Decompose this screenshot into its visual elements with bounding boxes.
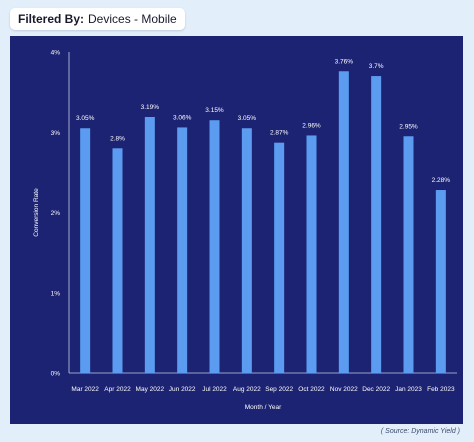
x-tick-label: Feb 2023 xyxy=(427,386,455,393)
bar-value-label: 3.15% xyxy=(205,107,224,114)
bar xyxy=(274,142,285,373)
bar-chart: 0%1%2%3%4% 3.05%2.8%3.19%3.06%3.15%3.05%… xyxy=(33,50,457,411)
bar-value-label: 3.05% xyxy=(238,115,257,122)
bar xyxy=(371,76,382,373)
chart-panel: 0% 1% 2% 3% 4% 3.05% 2.8% 3.19% 3.06% 3.15% 3.05%… xyxy=(10,36,463,424)
bar xyxy=(112,148,123,373)
bar-data-labels: 3.05% 2.8% 3.19% 3.06% 3.15% 3.05% 2.87% 2.96% 3… xyxy=(76,58,450,184)
x-axis-ticks: Mar 2022 Apr 2022 May 2022 Jun 2022 Jul 2022… xyxy=(71,386,455,393)
bar-value-label: 3.76% xyxy=(335,58,354,65)
source-note: ( Source: Dynamic Yield ) xyxy=(380,428,460,435)
bar xyxy=(435,190,446,373)
bar-value-label: 3.7% xyxy=(369,63,384,70)
bar xyxy=(144,117,155,373)
bar xyxy=(338,71,349,373)
y-tick-label: 4% xyxy=(51,50,61,57)
x-axis-title: Month / Year xyxy=(245,404,282,411)
bar-value-label: 3.06% xyxy=(173,114,192,121)
filter-label: Filtered By: xyxy=(18,12,85,26)
bar xyxy=(177,127,188,373)
bar xyxy=(306,135,317,373)
x-tick-label: Mar 2022 xyxy=(71,386,99,393)
x-tick-label: Jul 2022 xyxy=(202,386,227,393)
bar xyxy=(80,128,91,373)
x-tick-label: Jun 2022 xyxy=(169,386,196,393)
bar-value-label: 2.95% xyxy=(399,123,418,130)
x-tick-label: May 2022 xyxy=(136,386,165,393)
x-tick-label: Sep 2022 xyxy=(265,386,293,393)
bar xyxy=(403,136,414,373)
filter-value: Devices - Mobile xyxy=(88,12,177,26)
bar xyxy=(241,128,252,373)
bar-value-label: 3.19% xyxy=(141,104,160,111)
x-tick-label: Dec 2022 xyxy=(362,386,390,393)
bar-value-label: 2.8% xyxy=(110,135,125,142)
bar-value-label: 2.28% xyxy=(432,177,451,184)
x-tick-label: Oct 2022 xyxy=(298,386,325,393)
x-tick-label: Jan 2023 xyxy=(395,386,422,393)
bar-value-label: 2.96% xyxy=(302,122,321,129)
x-tick-label: Apr 2022 xyxy=(104,386,131,393)
x-tick-label: Aug 2022 xyxy=(233,386,261,393)
y-tick-label: 0% xyxy=(51,371,61,378)
bar xyxy=(209,120,220,374)
bar-value-label: 2.87% xyxy=(270,130,289,137)
y-tick-label: 1% xyxy=(51,290,61,297)
y-axis-title: Conversion Rate xyxy=(33,188,40,237)
bar-value-label: 3.05% xyxy=(76,115,95,122)
y-tick-label: 2% xyxy=(51,210,61,217)
filter-badge: Filtered By: Devices - Mobile xyxy=(10,8,185,30)
y-axis-ticks: 0% 1% 2% 3% 4% xyxy=(51,50,61,378)
x-tick-label: Nov 2022 xyxy=(330,386,358,393)
y-tick-label: 3% xyxy=(51,130,61,137)
bars xyxy=(80,71,446,374)
